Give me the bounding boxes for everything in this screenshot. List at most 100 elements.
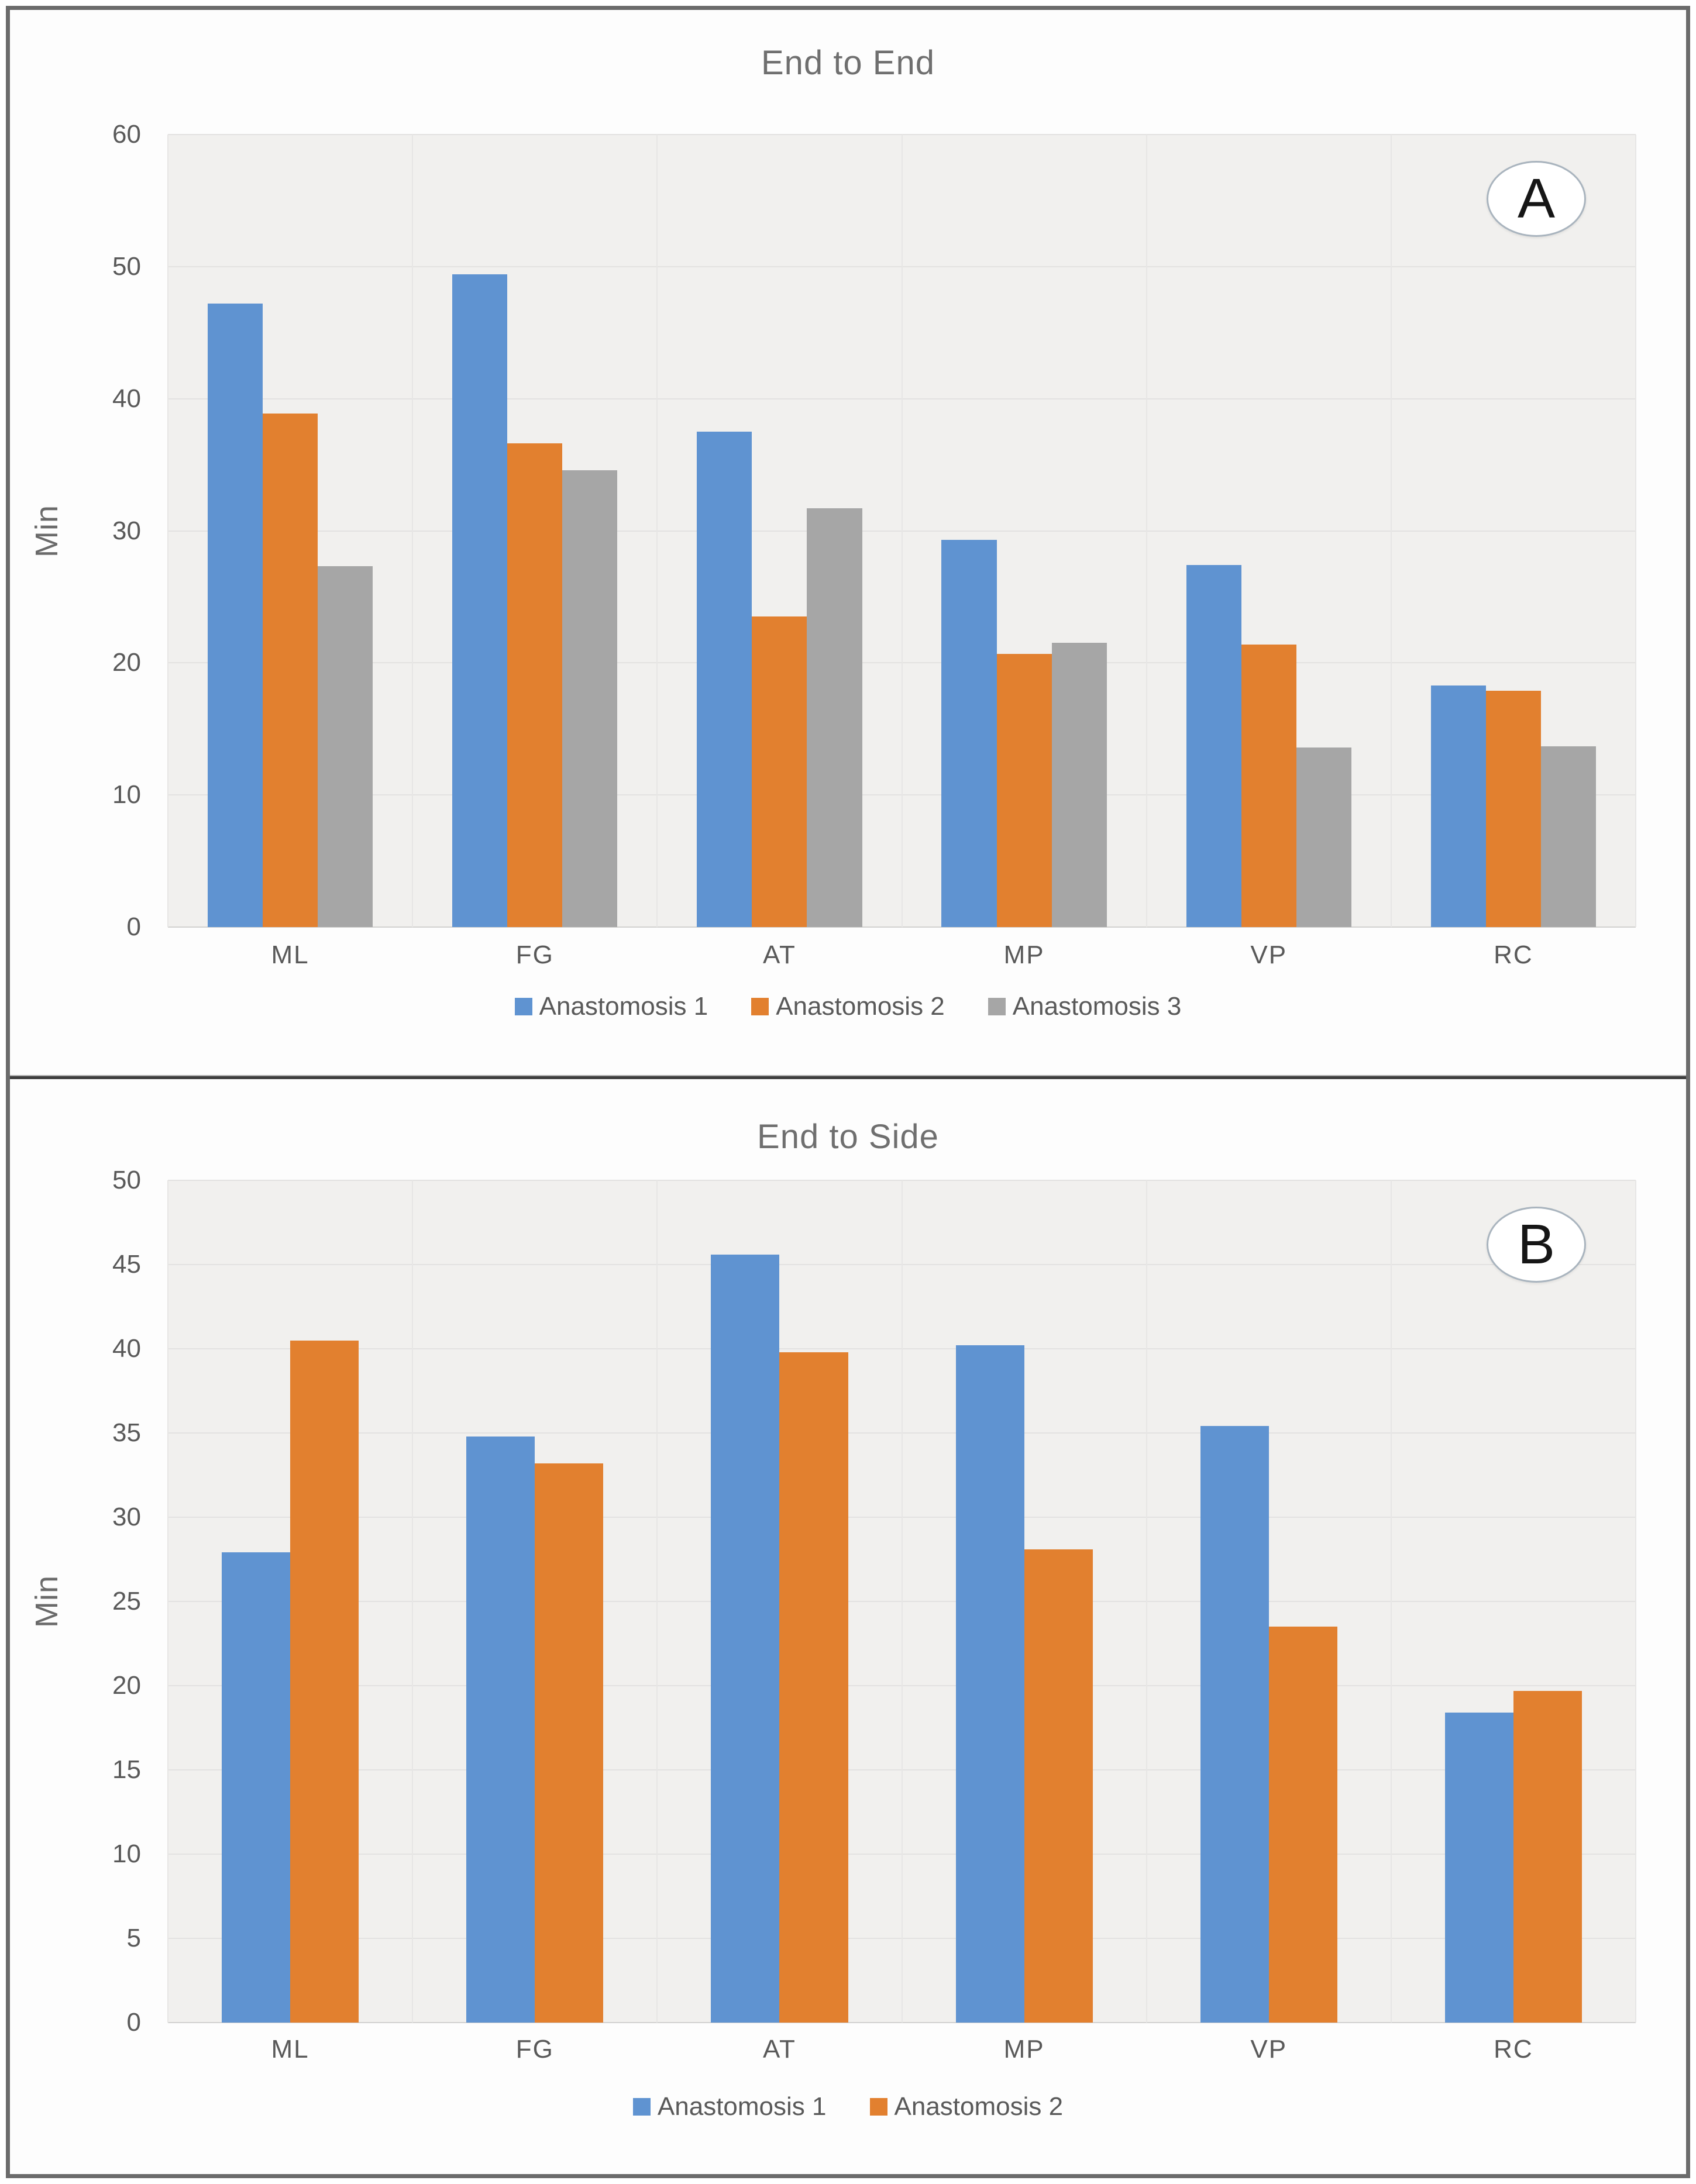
- bar: [1200, 1426, 1269, 2023]
- panel-badge-circle: B: [1487, 1207, 1586, 1283]
- legend-swatch: [632, 2098, 651, 2116]
- legend-item: Anastomosis 1: [632, 2092, 827, 2121]
- bar: [507, 443, 563, 927]
- legend-swatch: [869, 2098, 887, 2116]
- bar: [535, 1463, 604, 2023]
- panel-end-to-end: End to End Min 60 50 40 30 20 10 0 A ML FG AT MP V…: [10, 10, 1686, 1075]
- bar: [1485, 690, 1541, 927]
- y-tick-label: 5: [126, 1924, 141, 1952]
- legend-item: Anastomosis 1: [514, 992, 708, 1021]
- gridline-horizontal: [168, 2022, 1636, 2023]
- y-tick-label: 50: [112, 1166, 141, 1194]
- x-category-label: VP: [1250, 2035, 1288, 2064]
- x-category-label: RC: [1494, 2035, 1533, 2064]
- bar: [996, 653, 1052, 927]
- bar: [807, 508, 862, 927]
- y-tick-label: 10: [112, 1839, 141, 1868]
- gridline-vertical: [412, 1180, 414, 2023]
- bar: [711, 1254, 780, 2023]
- x-category-label: VP: [1250, 941, 1288, 969]
- x-axis-labels-row: ML FG AT MP VP RC: [10, 2032, 1686, 2067]
- bar: [1051, 643, 1107, 927]
- y-axis-tick-column: 50 45 40 35 30 25 20 15 10 5 0: [10, 1166, 168, 2037]
- y-tick-label: 30: [112, 1503, 141, 1531]
- gridline-vertical: [656, 135, 658, 927]
- legend-swatch: [751, 998, 769, 1015]
- bar-group-mp: [902, 135, 1147, 927]
- legend: Anastomosis 1 Anastomosis 2 Anastomosis 3: [10, 990, 1686, 1023]
- bar-group-fg: [412, 135, 657, 927]
- gridline-vertical: [901, 135, 903, 927]
- gridline-horizontal: [168, 926, 1636, 928]
- bar: [318, 566, 373, 927]
- y-tick-label: 25: [112, 1587, 141, 1615]
- gridline-vertical: [1145, 1180, 1147, 2023]
- gridline-vertical: [1390, 1180, 1392, 2023]
- panel-badge-letter: A: [1517, 167, 1556, 230]
- bar: [263, 413, 318, 927]
- bar: [779, 1352, 848, 2023]
- bar-groups: [168, 135, 1636, 927]
- x-axis-labels: ML FG AT MP VP RC: [168, 938, 1636, 973]
- y-tick-label: 0: [126, 2008, 141, 2037]
- x-axis-labels: ML FG AT MP VP RC: [168, 2032, 1636, 2067]
- y-tick-label: 10: [112, 780, 141, 809]
- legend-label: Anastomosis 1: [657, 2092, 827, 2121]
- bar: [752, 616, 807, 927]
- y-tick-label: 40: [112, 1334, 141, 1363]
- bar: [1513, 1690, 1583, 2023]
- y-tick-label: 0: [126, 912, 141, 941]
- bar: [1296, 747, 1351, 927]
- bar: [697, 432, 752, 927]
- plot-area: B: [167, 1180, 1636, 2023]
- bar: [466, 1436, 535, 2023]
- y-tick-label: 30: [112, 516, 141, 545]
- bar-group-vp: [1147, 1180, 1391, 2023]
- y-tick-label: 40: [112, 384, 141, 413]
- legend-label: Anastomosis 1: [539, 992, 708, 1021]
- legend-label: Anastomosis 2: [776, 992, 945, 1021]
- legend-item: Anastomosis 2: [751, 992, 945, 1021]
- bar-group-at: [657, 1180, 902, 2023]
- panel-end-to-side: End to Side Min 50 45 40 35 30 25 20 15 10 5 0 B M…: [10, 1079, 1686, 2174]
- gridline-vertical: [901, 1180, 903, 2023]
- gridline-vertical: [1635, 1180, 1636, 2023]
- x-category-label: ML: [271, 2035, 309, 2064]
- bar: [222, 1552, 291, 2023]
- x-category-label: AT: [762, 941, 796, 969]
- bar: [1540, 746, 1597, 927]
- bar-group-rc: [1391, 1180, 1636, 2023]
- bar: [955, 1345, 1024, 2023]
- x-category-label: FG: [515, 941, 554, 969]
- gridline-vertical: [167, 1180, 168, 2023]
- gridline-vertical: [167, 135, 168, 927]
- bar: [1444, 1713, 1513, 2023]
- bar: [1430, 685, 1486, 927]
- chart-area: Min 60 50 40 30 20 10 0 A: [10, 120, 1686, 941]
- legend: Anastomosis 1 Anastomosis 2: [10, 2090, 1686, 2123]
- x-category-label: MP: [1003, 2035, 1045, 2064]
- gridline-vertical: [1145, 135, 1147, 927]
- y-axis-tick-column: 60 50 40 30 20 10 0: [10, 120, 168, 941]
- bar-group-rc: [1391, 135, 1636, 927]
- chart-title: End to End: [761, 44, 935, 82]
- y-tick-label: 20: [112, 648, 141, 677]
- bar-group-mp: [902, 1180, 1147, 2023]
- bar: [562, 470, 618, 927]
- bar: [290, 1340, 359, 2023]
- gridline-vertical: [1390, 135, 1392, 927]
- chart-area: Min 50 45 40 35 30 25 20 15 10 5 0 B: [10, 1166, 1686, 2037]
- legend-item: Anastomosis 2: [869, 2092, 1064, 2121]
- bar: [1024, 1549, 1093, 2023]
- gridline-vertical: [656, 1180, 658, 2023]
- x-category-label: AT: [762, 2035, 796, 2064]
- legend-label: Anastomosis 2: [894, 2092, 1064, 2121]
- bar-group-ml: [168, 135, 412, 927]
- gridline-vertical: [412, 135, 414, 927]
- x-category-label: FG: [515, 2035, 554, 2064]
- x-category-label: RC: [1494, 941, 1533, 969]
- bar-group-ml: [168, 1180, 412, 2023]
- bar-group-vp: [1147, 135, 1391, 927]
- bar-group-at: [657, 135, 902, 927]
